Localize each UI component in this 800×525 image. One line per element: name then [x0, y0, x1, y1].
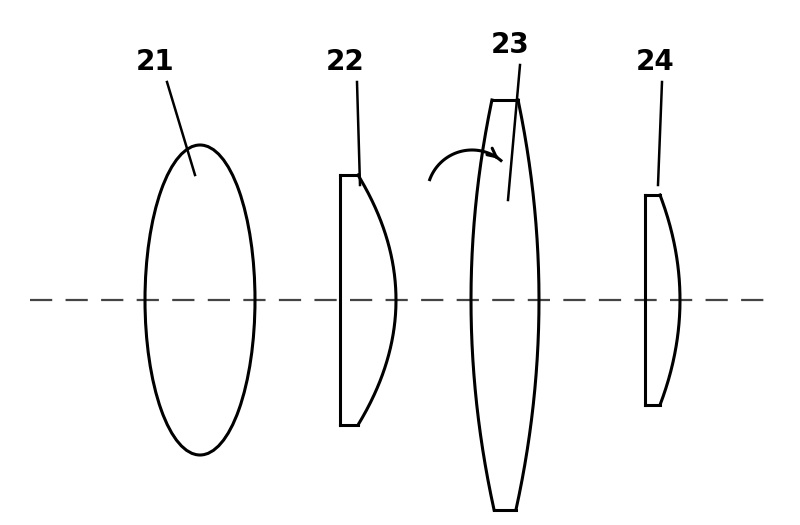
Text: 23: 23	[490, 31, 530, 59]
Text: 22: 22	[326, 48, 364, 76]
Text: 21: 21	[136, 48, 174, 76]
Text: 24: 24	[636, 48, 674, 76]
